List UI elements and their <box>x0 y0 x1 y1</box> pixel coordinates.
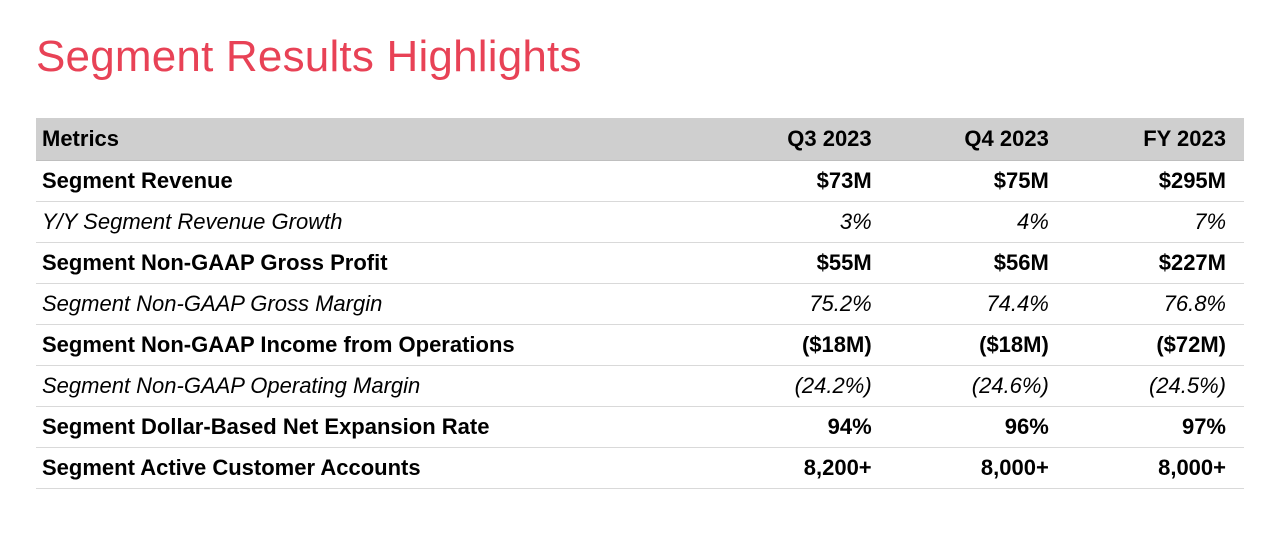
table-row: Segment Active Customer Accounts8,200+8,… <box>36 448 1244 489</box>
metric-value: 4% <box>890 202 1067 243</box>
metric-label: Segment Revenue <box>36 161 713 202</box>
metric-value: 8,000+ <box>890 448 1067 489</box>
metric-value: (24.6%) <box>890 366 1067 407</box>
metric-label: Segment Dollar-Based Net Expansion Rate <box>36 407 713 448</box>
metric-value: $73M <box>713 161 890 202</box>
column-header-period-0: Q3 2023 <box>713 118 890 161</box>
metric-value: 96% <box>890 407 1067 448</box>
column-header-period-2: FY 2023 <box>1067 118 1244 161</box>
column-header-period-1: Q4 2023 <box>890 118 1067 161</box>
metric-value: 8,000+ <box>1067 448 1244 489</box>
table-body: Segment Revenue$73M$75M$295MY/Y Segment … <box>36 161 1244 489</box>
metric-value: $56M <box>890 243 1067 284</box>
table-row: Segment Non-GAAP Gross Profit$55M$56M$22… <box>36 243 1244 284</box>
metric-label: Segment Non-GAAP Gross Margin <box>36 284 713 325</box>
metric-label: Segment Non-GAAP Operating Margin <box>36 366 713 407</box>
metric-value: $55M <box>713 243 890 284</box>
segment-metrics-table: Metrics Q3 2023 Q4 2023 FY 2023 Segment … <box>36 118 1244 489</box>
metric-value: 75.2% <box>713 284 890 325</box>
table-header: Metrics Q3 2023 Q4 2023 FY 2023 <box>36 118 1244 161</box>
metric-label: Segment Non-GAAP Income from Operations <box>36 325 713 366</box>
slide: Segment Results Highlights Metrics Q3 20… <box>0 0 1280 535</box>
metric-value: 3% <box>713 202 890 243</box>
metric-value: 97% <box>1067 407 1244 448</box>
metric-label: Y/Y Segment Revenue Growth <box>36 202 713 243</box>
metric-value: (24.5%) <box>1067 366 1244 407</box>
metric-value: 7% <box>1067 202 1244 243</box>
column-header-metrics: Metrics <box>36 118 713 161</box>
metric-value: (24.2%) <box>713 366 890 407</box>
metric-value: ($18M) <box>890 325 1067 366</box>
table-row: Segment Non-GAAP Income from Operations(… <box>36 325 1244 366</box>
table-row: Segment Non-GAAP Gross Margin75.2%74.4%7… <box>36 284 1244 325</box>
metric-value: ($72M) <box>1067 325 1244 366</box>
metric-value: 94% <box>713 407 890 448</box>
page-title: Segment Results Highlights <box>36 32 1244 82</box>
metric-value: ($18M) <box>713 325 890 366</box>
table-row: Segment Non-GAAP Operating Margin(24.2%)… <box>36 366 1244 407</box>
metric-value: $295M <box>1067 161 1244 202</box>
metric-value: $75M <box>890 161 1067 202</box>
table-header-row: Metrics Q3 2023 Q4 2023 FY 2023 <box>36 118 1244 161</box>
table-row: Segment Revenue$73M$75M$295M <box>36 161 1244 202</box>
metric-value: $227M <box>1067 243 1244 284</box>
table-row: Segment Dollar-Based Net Expansion Rate9… <box>36 407 1244 448</box>
metric-value: 76.8% <box>1067 284 1244 325</box>
metric-label: Segment Active Customer Accounts <box>36 448 713 489</box>
metric-value: 8,200+ <box>713 448 890 489</box>
table-row: Y/Y Segment Revenue Growth3%4%7% <box>36 202 1244 243</box>
metric-label: Segment Non-GAAP Gross Profit <box>36 243 713 284</box>
metric-value: 74.4% <box>890 284 1067 325</box>
